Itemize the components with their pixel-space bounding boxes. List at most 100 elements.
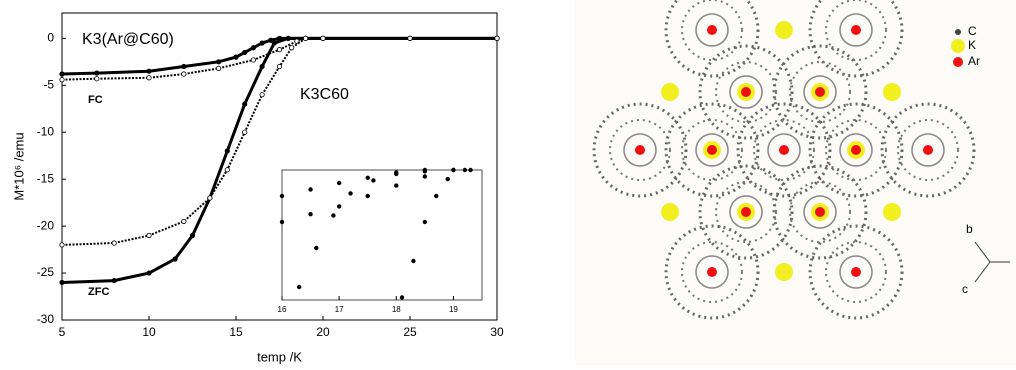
annotation: K3C60 xyxy=(300,86,349,103)
data-point xyxy=(336,204,342,209)
fullerene-inner xyxy=(825,0,887,61)
data-point xyxy=(422,219,428,225)
y-tick-label: -20 xyxy=(37,218,55,232)
data-point xyxy=(59,279,65,286)
fullerene xyxy=(664,224,760,320)
axis-b-label: b xyxy=(966,222,973,236)
data-point xyxy=(216,59,222,65)
fullerene-inner xyxy=(789,61,851,123)
c-key xyxy=(955,29,961,35)
ar-atom xyxy=(923,145,933,155)
fullerene-inner xyxy=(897,119,959,181)
data-point xyxy=(224,167,230,173)
x-tick-label: 18 xyxy=(392,305,401,314)
data-point xyxy=(268,37,274,43)
data-point xyxy=(494,35,500,41)
data-point xyxy=(279,193,285,199)
ar-atom xyxy=(851,25,861,35)
fullerene xyxy=(592,102,688,198)
fullerene-core xyxy=(911,133,945,167)
data-point xyxy=(271,40,277,46)
data-point xyxy=(289,45,295,51)
data-point xyxy=(294,38,300,44)
data-point xyxy=(422,174,428,179)
data-point xyxy=(285,35,291,41)
fullerene xyxy=(698,164,794,260)
data-point xyxy=(365,193,370,199)
fullerene-core xyxy=(729,195,763,229)
x-tick-label: 10 xyxy=(142,325,156,339)
data-point xyxy=(146,75,152,81)
data-point xyxy=(181,71,187,77)
y-tick-label: -30 xyxy=(37,312,55,326)
y-tick-label: -25 xyxy=(37,265,55,279)
data-point xyxy=(399,295,405,300)
x-tick-label: 16 xyxy=(278,305,287,314)
fullerene xyxy=(664,102,760,198)
ar-atom xyxy=(707,145,717,155)
data-point xyxy=(276,47,283,53)
data-point xyxy=(242,129,248,135)
data-point xyxy=(348,191,353,196)
data-point xyxy=(181,218,187,225)
x-axis-label: temp /K xyxy=(257,349,302,364)
data-point xyxy=(308,211,313,217)
data-point xyxy=(59,77,65,83)
data-point xyxy=(250,57,256,63)
x-tick-label: 19 xyxy=(449,305,458,314)
data-point xyxy=(302,35,309,41)
data-point xyxy=(259,92,265,98)
fullerene-inner xyxy=(825,241,887,303)
series-line xyxy=(61,37,497,81)
structure-panel xyxy=(575,0,1016,365)
data-point xyxy=(434,193,439,199)
ar-atom xyxy=(741,87,751,97)
fullerene-core xyxy=(803,75,837,109)
fullerene-inner xyxy=(715,61,777,123)
x-tick-label: 20 xyxy=(316,325,330,339)
fullerene-inner xyxy=(825,119,887,181)
ar-atom xyxy=(635,145,645,155)
k-atom xyxy=(661,83,679,101)
fullerene xyxy=(664,0,760,78)
data-point xyxy=(336,180,342,186)
legend-k: K xyxy=(968,38,976,52)
fullerene-inner xyxy=(715,181,777,243)
k-key xyxy=(951,39,965,53)
ar-atom xyxy=(707,25,717,35)
data-point xyxy=(296,284,302,290)
data-point xyxy=(59,242,65,248)
data-point xyxy=(259,40,265,46)
fullerene xyxy=(772,164,868,260)
fullerene-core xyxy=(623,133,657,167)
axis-c-label: c xyxy=(962,282,968,296)
annotation: K3(Ar@C60) xyxy=(82,31,174,48)
data-point xyxy=(394,170,399,175)
fullerene-core xyxy=(767,133,801,167)
ar-atom xyxy=(851,267,861,277)
fullerene xyxy=(880,102,976,198)
fullerene-inner xyxy=(753,119,815,181)
data-point xyxy=(320,35,326,41)
fullerene-core xyxy=(839,13,873,47)
data-point xyxy=(451,167,456,173)
data-point xyxy=(276,63,283,70)
data-point xyxy=(407,35,413,41)
fullerene-core xyxy=(695,13,729,47)
data-point xyxy=(224,148,230,154)
x-tick-label: 5 xyxy=(59,325,66,339)
k-atom xyxy=(775,21,793,39)
data-point xyxy=(242,101,248,107)
fullerene-core xyxy=(729,75,763,109)
annotation: ZFC xyxy=(88,286,109,298)
plot-frame xyxy=(281,169,483,301)
data-point xyxy=(445,176,450,182)
ar-atom xyxy=(707,267,717,277)
fullerene-core xyxy=(695,133,729,167)
ar-atom xyxy=(815,87,825,97)
data-point xyxy=(331,213,336,218)
x-tick-label: 17 xyxy=(335,305,344,314)
fullerene-core xyxy=(803,195,837,229)
data-point xyxy=(371,178,376,183)
k-atom xyxy=(775,263,793,281)
